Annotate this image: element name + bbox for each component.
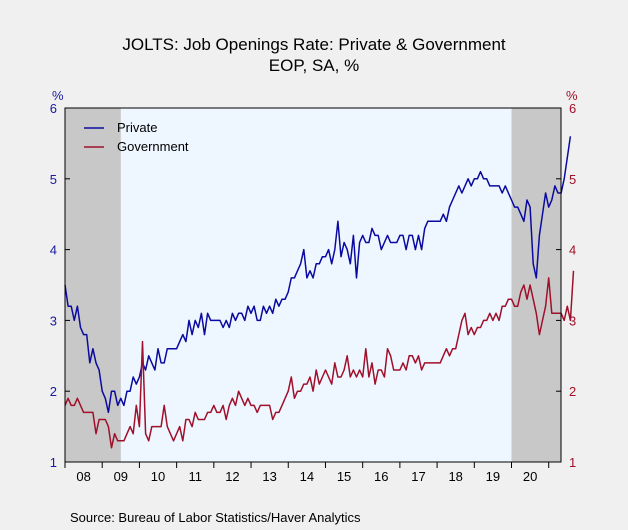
left-axis-unit: %	[52, 88, 64, 103]
recession-bands	[65, 108, 561, 462]
x-tick-label-10: 10	[151, 469, 165, 484]
right-tick-label-2: 2	[569, 384, 576, 399]
x-tick-label-20: 20	[523, 469, 537, 484]
chart-subtitle: EOP, SA, %	[269, 56, 359, 75]
series-line-private	[64, 136, 572, 414]
series-line-government	[64, 270, 575, 449]
legend-label-government: Government	[117, 139, 189, 154]
x-tick-label-12: 12	[225, 469, 239, 484]
left-axis: 1 2 3 4 5 6	[50, 101, 70, 470]
legend-label-private: Private	[117, 120, 157, 135]
left-tick-label-3: 3	[50, 313, 57, 328]
plot-frame	[64, 107, 562, 463]
x-tick-label-16: 16	[374, 469, 388, 484]
left-tick-label-4: 4	[50, 243, 57, 258]
right-tick-label-5: 5	[569, 172, 576, 187]
x-tick-label-14: 14	[300, 469, 314, 484]
plot-area	[65, 108, 561, 462]
left-tick-label-5: 5	[50, 172, 57, 187]
left-tick-label-2: 2	[50, 384, 57, 399]
right-tick-label-3: 3	[569, 313, 576, 328]
source-note: Source: Bureau of Labor Statistics/Haver…	[70, 510, 361, 525]
right-tick-label-1: 1	[569, 455, 576, 470]
right-tick-label-4: 4	[569, 243, 576, 258]
x-tick-label-11: 11	[188, 469, 202, 484]
legend: Private Government	[84, 120, 189, 154]
recession-band-1	[511, 108, 561, 462]
left-tick-label-1: 1	[50, 455, 57, 470]
x-tick-label-08: 08	[76, 469, 90, 484]
right-axis-unit: %	[566, 88, 578, 103]
x-tick-label-15: 15	[337, 469, 351, 484]
x-tick-label-13: 13	[262, 469, 276, 484]
x-tick-label-09: 09	[114, 469, 128, 484]
right-tick-label-6: 6	[569, 101, 576, 116]
x-tick-label-19: 19	[486, 469, 500, 484]
x-tick-label-18: 18	[448, 469, 462, 484]
recession-band-0	[65, 108, 121, 462]
series-lines	[64, 136, 575, 449]
left-tick-label-6: 6	[50, 101, 57, 116]
x-tick-label-17: 17	[411, 469, 425, 484]
chart-title: JOLTS: Job Openings Rate: Private & Gove…	[122, 35, 506, 54]
x-axis: 08 09 10 11 12 13 14 15 16 17 18 19 20	[64, 462, 550, 484]
